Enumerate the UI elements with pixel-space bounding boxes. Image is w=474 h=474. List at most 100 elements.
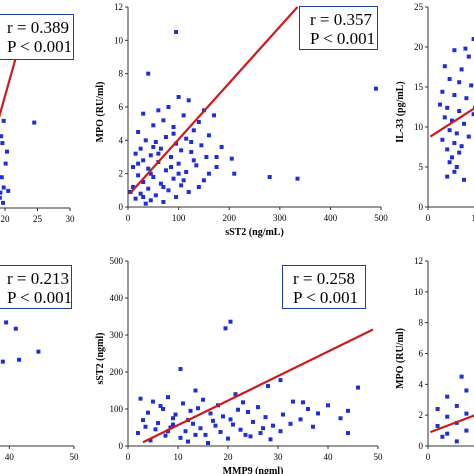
- data-point: [464, 388, 469, 393]
- data-point: [251, 419, 255, 424]
- y-tick-label: 8: [119, 69, 124, 79]
- data-point: [311, 424, 315, 429]
- data-point: [148, 171, 153, 176]
- data-point: [153, 427, 158, 432]
- data-point: [233, 392, 238, 397]
- x-tick-label: 0: [426, 452, 431, 462]
- data-point: [178, 435, 183, 440]
- data-point: [136, 173, 141, 178]
- data-point: [168, 425, 173, 430]
- data-point: [143, 138, 148, 143]
- chart-bottom-right: 00 2 4 6 8 10 12 MPO (RU/ml): [395, 256, 474, 462]
- data-point: [171, 416, 175, 421]
- data-point: [221, 414, 225, 419]
- data-point: [0, 134, 4, 139]
- data-point: [232, 171, 237, 176]
- y-tick-label: 20: [414, 42, 424, 52]
- y-axis-title: IL-33 (pg/mL): [395, 81, 406, 142]
- x-tick-label: 10: [174, 452, 184, 462]
- data-point: [141, 418, 145, 423]
- data-point: [32, 120, 37, 125]
- data-point: [464, 96, 469, 101]
- data-point: [3, 161, 8, 166]
- x-tick-label: 30: [274, 452, 284, 462]
- data-point: [0, 175, 4, 180]
- data-point: [256, 405, 260, 410]
- y-tick-label: 300: [110, 330, 124, 340]
- data-point: [463, 46, 468, 51]
- data-point: [1, 118, 6, 123]
- data-point: [246, 409, 250, 414]
- p-value: P < 0.001: [7, 288, 73, 307]
- data-point: [131, 165, 136, 169]
- data-point: [214, 155, 219, 159]
- annotation-box-bottom-middle: r = 0.258 P < 0.001: [282, 265, 366, 309]
- data-point: [179, 183, 184, 188]
- data-point: [201, 178, 206, 183]
- data-point: [191, 158, 196, 163]
- data-point: [153, 193, 158, 198]
- data-point: [241, 400, 245, 405]
- chart-top-right: 0 10 0 5 10 15 20 25 IL-33 (pg/mL): [395, 2, 474, 223]
- data-point: [166, 395, 170, 400]
- annotation-box-top-left: r = 0.389 P < 0.001: [0, 14, 74, 60]
- data-point: [248, 434, 253, 439]
- data-point: [161, 118, 166, 123]
- x-tick-label: 40: [5, 452, 15, 462]
- data-point: [158, 404, 163, 409]
- y-tick-label: 6: [419, 349, 424, 359]
- y-tick-label: 2: [419, 410, 424, 420]
- regression-line: [429, 107, 474, 138]
- data-point: [1, 200, 6, 205]
- data-point: [169, 155, 174, 159]
- y-tick-label: 10: [414, 122, 424, 132]
- y-tick-label: 10: [414, 287, 424, 297]
- data-point: [148, 153, 153, 158]
- y-tick-label: 0: [419, 441, 424, 451]
- data-point: [298, 417, 303, 422]
- data-point: [228, 417, 233, 422]
- data-point: [191, 128, 196, 133]
- data-point: [438, 102, 442, 107]
- y-tick-label: 5: [419, 162, 424, 172]
- data-point: [445, 105, 450, 110]
- data-point: [440, 137, 445, 142]
- data-point: [189, 140, 194, 144]
- data-point: [452, 93, 457, 97]
- data-point: [452, 169, 457, 174]
- data-point: [136, 130, 141, 134]
- data-point: [445, 431, 450, 436]
- data-point: [464, 411, 469, 416]
- data-point: [171, 131, 176, 136]
- data-point: [462, 121, 466, 126]
- data-point: [267, 175, 272, 179]
- data-point: [471, 112, 474, 117]
- data-point: [178, 367, 183, 372]
- data-point: [457, 150, 462, 155]
- data-point: [442, 64, 447, 69]
- data-point: [0, 141, 5, 146]
- data-point: [206, 441, 210, 446]
- y-axis-title: MPO (RU/ml): [95, 82, 106, 143]
- data-point: [163, 168, 168, 173]
- data-point: [181, 178, 186, 183]
- x-tick-label: 50: [374, 452, 384, 462]
- data-point: [295, 176, 300, 181]
- data-point: [301, 400, 305, 405]
- data-point: [208, 411, 213, 416]
- data-point: [141, 195, 146, 199]
- y-tick-label: 400: [110, 293, 124, 303]
- y-axis-title: sST2 (ngml): [95, 333, 106, 385]
- data-point: [156, 421, 160, 426]
- regression-line: [430, 414, 474, 434]
- data-point: [471, 37, 474, 41]
- y-tick-label: 500: [110, 256, 124, 266]
- data-point: [143, 201, 148, 206]
- data-point: [291, 399, 295, 404]
- y-tick-label: 4: [419, 379, 424, 389]
- x-axis-title: MMP9 (ngml): [223, 466, 284, 474]
- data-point: [148, 198, 153, 203]
- data-point: [186, 439, 190, 444]
- y-tick-label: 12: [414, 256, 423, 266]
